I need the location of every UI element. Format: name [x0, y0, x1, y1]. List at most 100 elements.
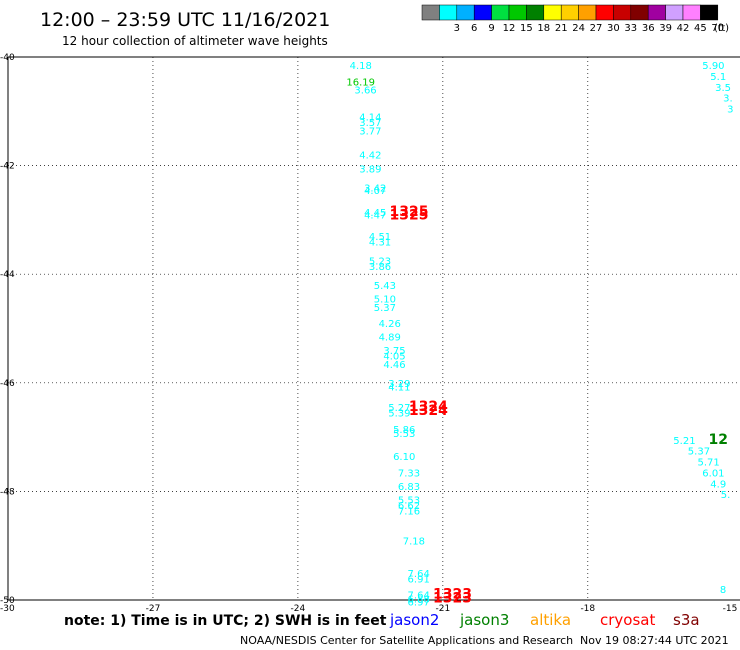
colorbar-swatch — [700, 4, 719, 21]
colorbar-swatch — [526, 4, 545, 21]
y-tick-label: -42 — [0, 162, 15, 172]
wave-height-label: 6.01 — [702, 468, 724, 479]
colorbar-unit: (ft) — [714, 23, 729, 34]
wave-height-label: 4.45 — [364, 208, 386, 219]
y-tick-label: -44 — [0, 270, 15, 280]
colorbar-tick-label: 27 — [590, 23, 603, 34]
wave-height-label: 4.9 — [710, 479, 726, 490]
pass-time-label: 1323 — [433, 587, 472, 603]
plot-area: -40 -42 -44 -46 -48 -50 -30 -27 -24 -21 -18 -15 4.… — [0, 53, 740, 614]
wave-height-label: 3.75 — [383, 346, 405, 357]
colorbar-tick-label: 45 — [694, 23, 707, 34]
wave-height-label: 6.88 — [408, 594, 430, 605]
colorbar-swatch — [665, 4, 684, 21]
colorbar-swatch — [613, 4, 632, 21]
wave-height-label: 6.97 — [408, 598, 430, 609]
colorbar-swatch — [439, 4, 458, 21]
wave-height-label: 4.11 — [388, 383, 410, 394]
wave-height-label: 3.66 — [354, 86, 376, 97]
wave-height-label: 3.42 — [364, 183, 386, 194]
wave-height-label: 5.53 — [393, 429, 415, 440]
colorbar-tick-label: 6 — [471, 23, 477, 34]
wave-height-label: 4.51 — [369, 232, 391, 243]
wave-height-label: 7.18 — [403, 536, 425, 547]
colorbar-tick-label: 36 — [642, 23, 655, 34]
wave-height-label: 5.39 — [388, 409, 410, 420]
wave-height-label: 5.90 — [702, 61, 724, 72]
satellite-legend: jason2 jason3 altika cryosat s3a — [389, 611, 700, 629]
x-tick-label: -24 — [291, 604, 306, 614]
wave-height-label: 3 — [727, 105, 733, 116]
wave-height-label: 5. — [721, 490, 731, 501]
colorbar-tick-label: 9 — [488, 23, 494, 34]
wave-height-label: 8 — [720, 585, 726, 596]
wave-height-labels: 4.1816.193.664.143.573.774.423.893.424.0… — [346, 61, 733, 608]
colorbar-tick-label: 30 — [607, 23, 620, 34]
colorbar-swatch — [595, 4, 614, 21]
wave-height-label: 7.16 — [398, 506, 420, 517]
colorbar-swatch — [682, 4, 701, 21]
wave-height-label: 4.18 — [350, 61, 372, 72]
wave-height-label: 5.21 — [673, 436, 695, 447]
wave-height-label: 3.57 — [359, 118, 381, 129]
wave-height-label: 5.86 — [393, 425, 415, 436]
chart-title: 12:00 – 23:59 UTC 11/16/2021 — [40, 9, 330, 31]
wave-height-label: 6.91 — [408, 574, 430, 585]
wave-height-label: 4.47 — [364, 210, 386, 221]
wave-height-label: 4.05 — [383, 352, 405, 363]
colorbar-swatch — [578, 4, 597, 21]
wave-height-label: 6.10 — [393, 452, 415, 463]
colorbar-tick-label: 21 — [555, 23, 568, 34]
wave-height-label: 3. — [723, 94, 733, 105]
wave-height-label: 7.64 — [408, 591, 430, 602]
colorbar-tick-label: 42 — [677, 23, 690, 34]
colorbar-swatch — [560, 4, 579, 21]
wave-height-label: 5.10 — [374, 295, 396, 306]
wave-height-label: 7.64 — [408, 569, 430, 580]
pass-time-label: 12 — [709, 432, 728, 448]
colorbar-tick-label: 12 — [503, 23, 516, 34]
satellite-legend-jason2: jason2 — [389, 611, 439, 629]
wave-height-label: 3.77 — [359, 126, 381, 137]
wave-height-label: 5.43 — [374, 281, 396, 292]
colorbar-swatch — [630, 4, 649, 21]
y-tick-label: -48 — [0, 487, 15, 497]
wave-height-label: 4.14 — [359, 113, 381, 124]
x-tick-label: -18 — [580, 604, 595, 614]
colorbar-swatch — [473, 4, 492, 21]
colorbar-tick-label: 18 — [537, 23, 550, 34]
footer-timestamp: Nov 19 08:27:44 UTC 2021 — [580, 634, 729, 647]
x-tick-label: -15 — [723, 604, 738, 614]
wave-height-label: 4.26 — [379, 319, 401, 330]
colorbar-tick-label: 15 — [520, 23, 533, 34]
colorbar-swatch — [491, 4, 510, 21]
colorbar-swatch — [421, 4, 440, 21]
y-tick-label: -46 — [0, 379, 15, 389]
wave-height-label: 5.1 — [710, 72, 726, 83]
colorbar-tick-label: 24 — [572, 23, 585, 34]
wave-height-label: 5.27 — [388, 403, 410, 414]
colorbar-tick-label: 33 — [624, 23, 637, 34]
pass-time-label: 1325 — [390, 204, 429, 220]
wave-height-label: 3.5 — [715, 83, 731, 94]
x-tick-label: -30 — [0, 604, 15, 614]
y-tick-label: -40 — [0, 53, 15, 63]
colorbar-swatch — [543, 4, 562, 21]
x-axis-ticks: -30 -27 -24 -21 -18 -15 — [0, 604, 737, 614]
pass-time-label: 1324 — [409, 399, 448, 415]
x-tick-label: -27 — [146, 604, 161, 614]
footer-credit: NOAA/NESDIS Center for Satellite Applica… — [240, 634, 573, 647]
chart-subtitle: 12 hour collection of altimeter wave hei… — [62, 34, 328, 48]
wave-height-label: 5.71 — [697, 458, 719, 469]
satellite-legend-s3a: s3a — [673, 611, 700, 629]
wave-height-label: 4.07 — [364, 186, 386, 197]
pass-time-label: 1325 — [390, 208, 429, 224]
wave-height-label: 4.42 — [359, 151, 381, 162]
gridlines — [8, 57, 740, 600]
wave-height-label: 3.86 — [369, 262, 391, 273]
wave-height-label: 5.23 — [369, 257, 391, 268]
colorbar-legend: 3 6 9 12 15 18 21 24 27 30 33 36 39 42 45 70 — [421, 4, 724, 34]
colorbar-tick-label: 3 — [454, 23, 460, 34]
